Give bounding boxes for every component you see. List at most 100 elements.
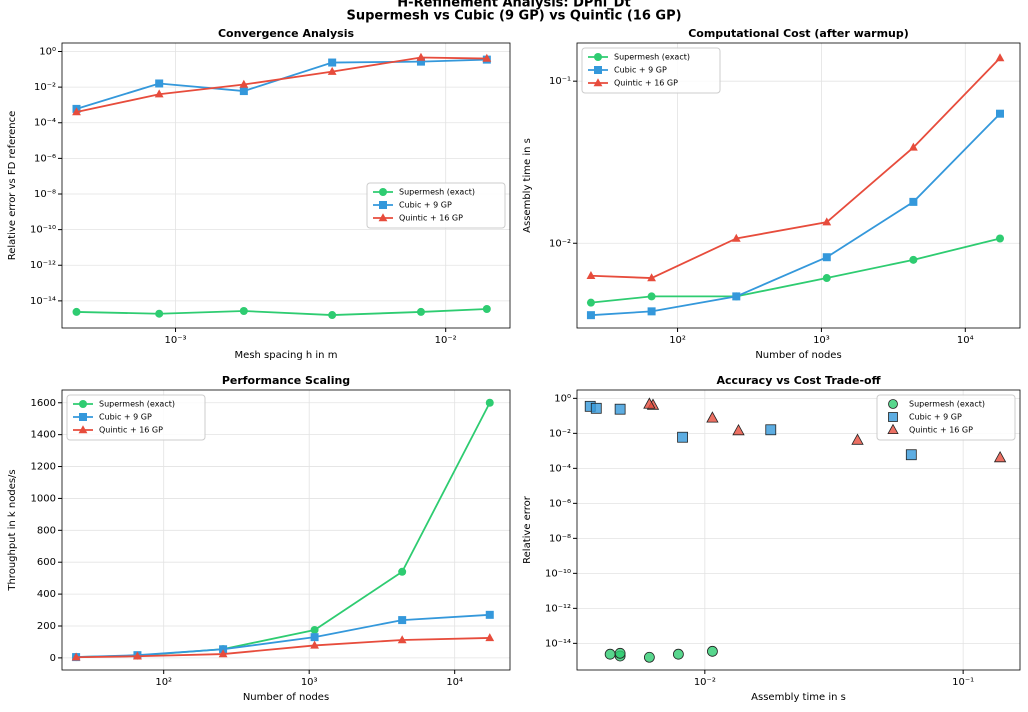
x-tick-label: 10⁻² <box>694 677 716 688</box>
y-tick-label: 10⁻² <box>34 82 56 93</box>
data-point <box>851 433 864 445</box>
y-tick-label: 10⁻⁴ <box>549 463 571 474</box>
y-tick-label: 0 <box>50 653 56 664</box>
data-point <box>908 142 918 151</box>
data-point <box>397 635 407 644</box>
data-point <box>310 633 319 642</box>
data-point <box>328 58 337 67</box>
data-point <box>765 424 777 436</box>
data-point <box>647 273 656 282</box>
data-point <box>677 431 688 443</box>
series-line <box>76 637 490 659</box>
data-point <box>327 66 337 75</box>
data-point <box>328 311 337 320</box>
data-point <box>416 52 426 61</box>
y-tick-label: 400 <box>37 589 56 600</box>
y-axis-label: Relative error <box>522 495 533 564</box>
legend-label: Quintic + 16 GP <box>614 79 678 88</box>
chart-title: Performance Scaling <box>222 374 350 387</box>
data-point <box>239 87 248 96</box>
data-point <box>485 633 495 642</box>
y-tick-label: 10⁻¹⁰ <box>545 568 571 579</box>
legend-marker <box>78 425 88 434</box>
legend-box <box>876 394 1016 441</box>
data-point <box>672 648 684 660</box>
legend-label: Cubic + 9 GP <box>909 413 962 422</box>
series-line <box>590 113 1001 317</box>
data-point <box>239 79 249 88</box>
data-point <box>905 449 917 461</box>
x-tick-label: 10⁻³ <box>165 335 187 346</box>
series-line <box>76 308 487 316</box>
x-tick-label: 10⁻¹ <box>952 677 974 688</box>
data-point <box>416 307 425 316</box>
data-point <box>482 304 491 313</box>
data-point <box>485 398 494 407</box>
legend-box <box>366 182 506 229</box>
data-point <box>731 233 741 242</box>
legend-marker <box>378 213 388 222</box>
y-tick-label: 10⁻⁶ <box>549 498 571 509</box>
y-tick-label: 10⁻⁸ <box>34 189 56 200</box>
y-axis-label: Relative error vs FD reference <box>7 111 18 261</box>
data-point <box>647 307 656 316</box>
data-point <box>72 307 81 316</box>
y-tick-label: 10⁻⁸ <box>549 533 571 544</box>
data-point <box>154 89 164 98</box>
x-axis-label: Mesh spacing h in m <box>235 350 338 361</box>
legend-label: Quintic + 16 GP <box>99 426 163 435</box>
data-point <box>71 652 81 661</box>
data-point <box>416 57 425 66</box>
legend-box <box>581 47 721 94</box>
legend-label: Supermesh (exact) <box>909 400 985 409</box>
chart-title: Computational Cost (after warmup) <box>688 27 909 40</box>
x-tick-label: 10³ <box>301 677 318 688</box>
legend-label: Cubic + 9 GP <box>399 201 452 210</box>
legend-marker <box>379 201 387 209</box>
series-line <box>76 58 487 110</box>
series-line <box>76 613 490 658</box>
x-axis-label: Number of nodes <box>243 692 329 703</box>
legend-marker <box>887 423 899 434</box>
data-point <box>586 298 595 307</box>
x-axis-label: Number of nodes <box>755 350 841 361</box>
y-tick-label: 10⁻¹⁰ <box>30 225 56 236</box>
legend-marker <box>593 78 603 87</box>
data-point <box>614 403 626 415</box>
data-point <box>643 397 656 409</box>
data-point <box>909 197 918 206</box>
y-tick-label: 10⁻¹⁴ <box>30 296 56 307</box>
plot-frame <box>61 42 511 329</box>
suptitle: H-Refinement Analysis: DPhi_Dt <box>397 0 630 11</box>
legend-label: Cubic + 9 GP <box>614 66 667 75</box>
y-tick-label: 800 <box>37 525 56 536</box>
series-line <box>76 56 487 113</box>
data-point <box>995 109 1004 118</box>
x-tick-label: 10⁴ <box>446 677 463 688</box>
data-point <box>586 311 595 320</box>
legend-marker <box>379 188 387 196</box>
x-tick-label: 10⁴ <box>957 335 974 346</box>
y-tick-label: 10⁻² <box>549 238 571 249</box>
legend-marker <box>888 399 898 409</box>
legend-label: Supermesh (exact) <box>399 188 475 197</box>
data-point <box>995 53 1005 62</box>
data-point <box>239 307 248 316</box>
legend-label: Cubic + 9 GP <box>99 413 152 422</box>
data-point <box>604 648 616 660</box>
y-tick-label: 10⁻¹⁴ <box>545 638 571 649</box>
data-point <box>706 411 719 423</box>
y-tick-label: 10⁰ <box>39 46 56 57</box>
y-tick-label: 10⁻¹² <box>30 260 56 271</box>
y-tick-label: 10⁻¹ <box>549 76 571 87</box>
data-point <box>822 217 832 226</box>
data-point <box>310 640 319 649</box>
y-tick-label: 1000 <box>31 493 56 504</box>
legend-label: Supermesh (exact) <box>614 53 690 62</box>
legend-label: Supermesh (exact) <box>99 400 175 409</box>
data-point <box>614 647 626 659</box>
y-tick-label: 1600 <box>31 398 56 409</box>
legend-label: Quintic + 16 GP <box>909 426 973 435</box>
